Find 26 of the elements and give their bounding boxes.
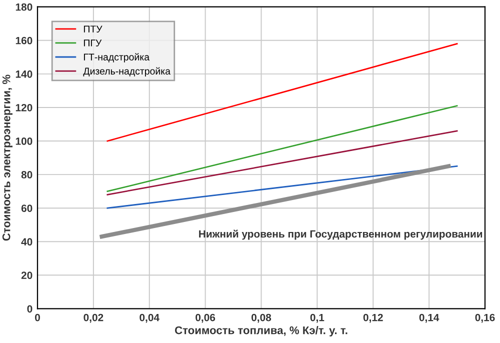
- y-tick-label: 100: [16, 138, 32, 145]
- legend-label: ГТ-надстройка: [84, 53, 150, 62]
- x-tick-label: 0,14: [419, 314, 440, 323]
- x-axis-title: Стоимость топлива, % Кэ/т. у. т.: [174, 326, 348, 336]
- y-tick-label: 0: [27, 305, 32, 313]
- x-tick-label: 0,16: [475, 314, 495, 323]
- y-tick-label: 40: [21, 238, 32, 246]
- legend-label: Дизель-надстройка: [83, 67, 170, 77]
- x-tick-label: 0,12: [363, 314, 383, 323]
- y-tick-label: 80: [21, 171, 32, 178]
- y-tick-label: 120: [16, 104, 32, 112]
- y-tick-label: 140: [16, 70, 32, 78]
- y-tick-label: 180: [16, 3, 32, 11]
- x-tick-label: 0,04: [140, 314, 160, 323]
- x-tick-label: 0,02: [84, 314, 104, 323]
- y-axis-title: Стоимость электроэнергии, %: [2, 74, 12, 241]
- x-tick-label: 0,08: [252, 314, 272, 323]
- annotation: Нижний уровень при Государственном регулировании: [199, 230, 482, 240]
- legend-label: ПГУ: [84, 40, 102, 46]
- legend-label: ПТУ: [84, 26, 102, 32]
- y-tick-label: 20: [21, 272, 32, 280]
- x-tick-label: 0: [35, 314, 40, 322]
- y-tick-label: 160: [16, 36, 32, 44]
- x-tick-label: 0,06: [196, 314, 216, 323]
- y-tick-label: 60: [21, 204, 32, 212]
- x-tick-label: 0,1: [310, 314, 324, 323]
